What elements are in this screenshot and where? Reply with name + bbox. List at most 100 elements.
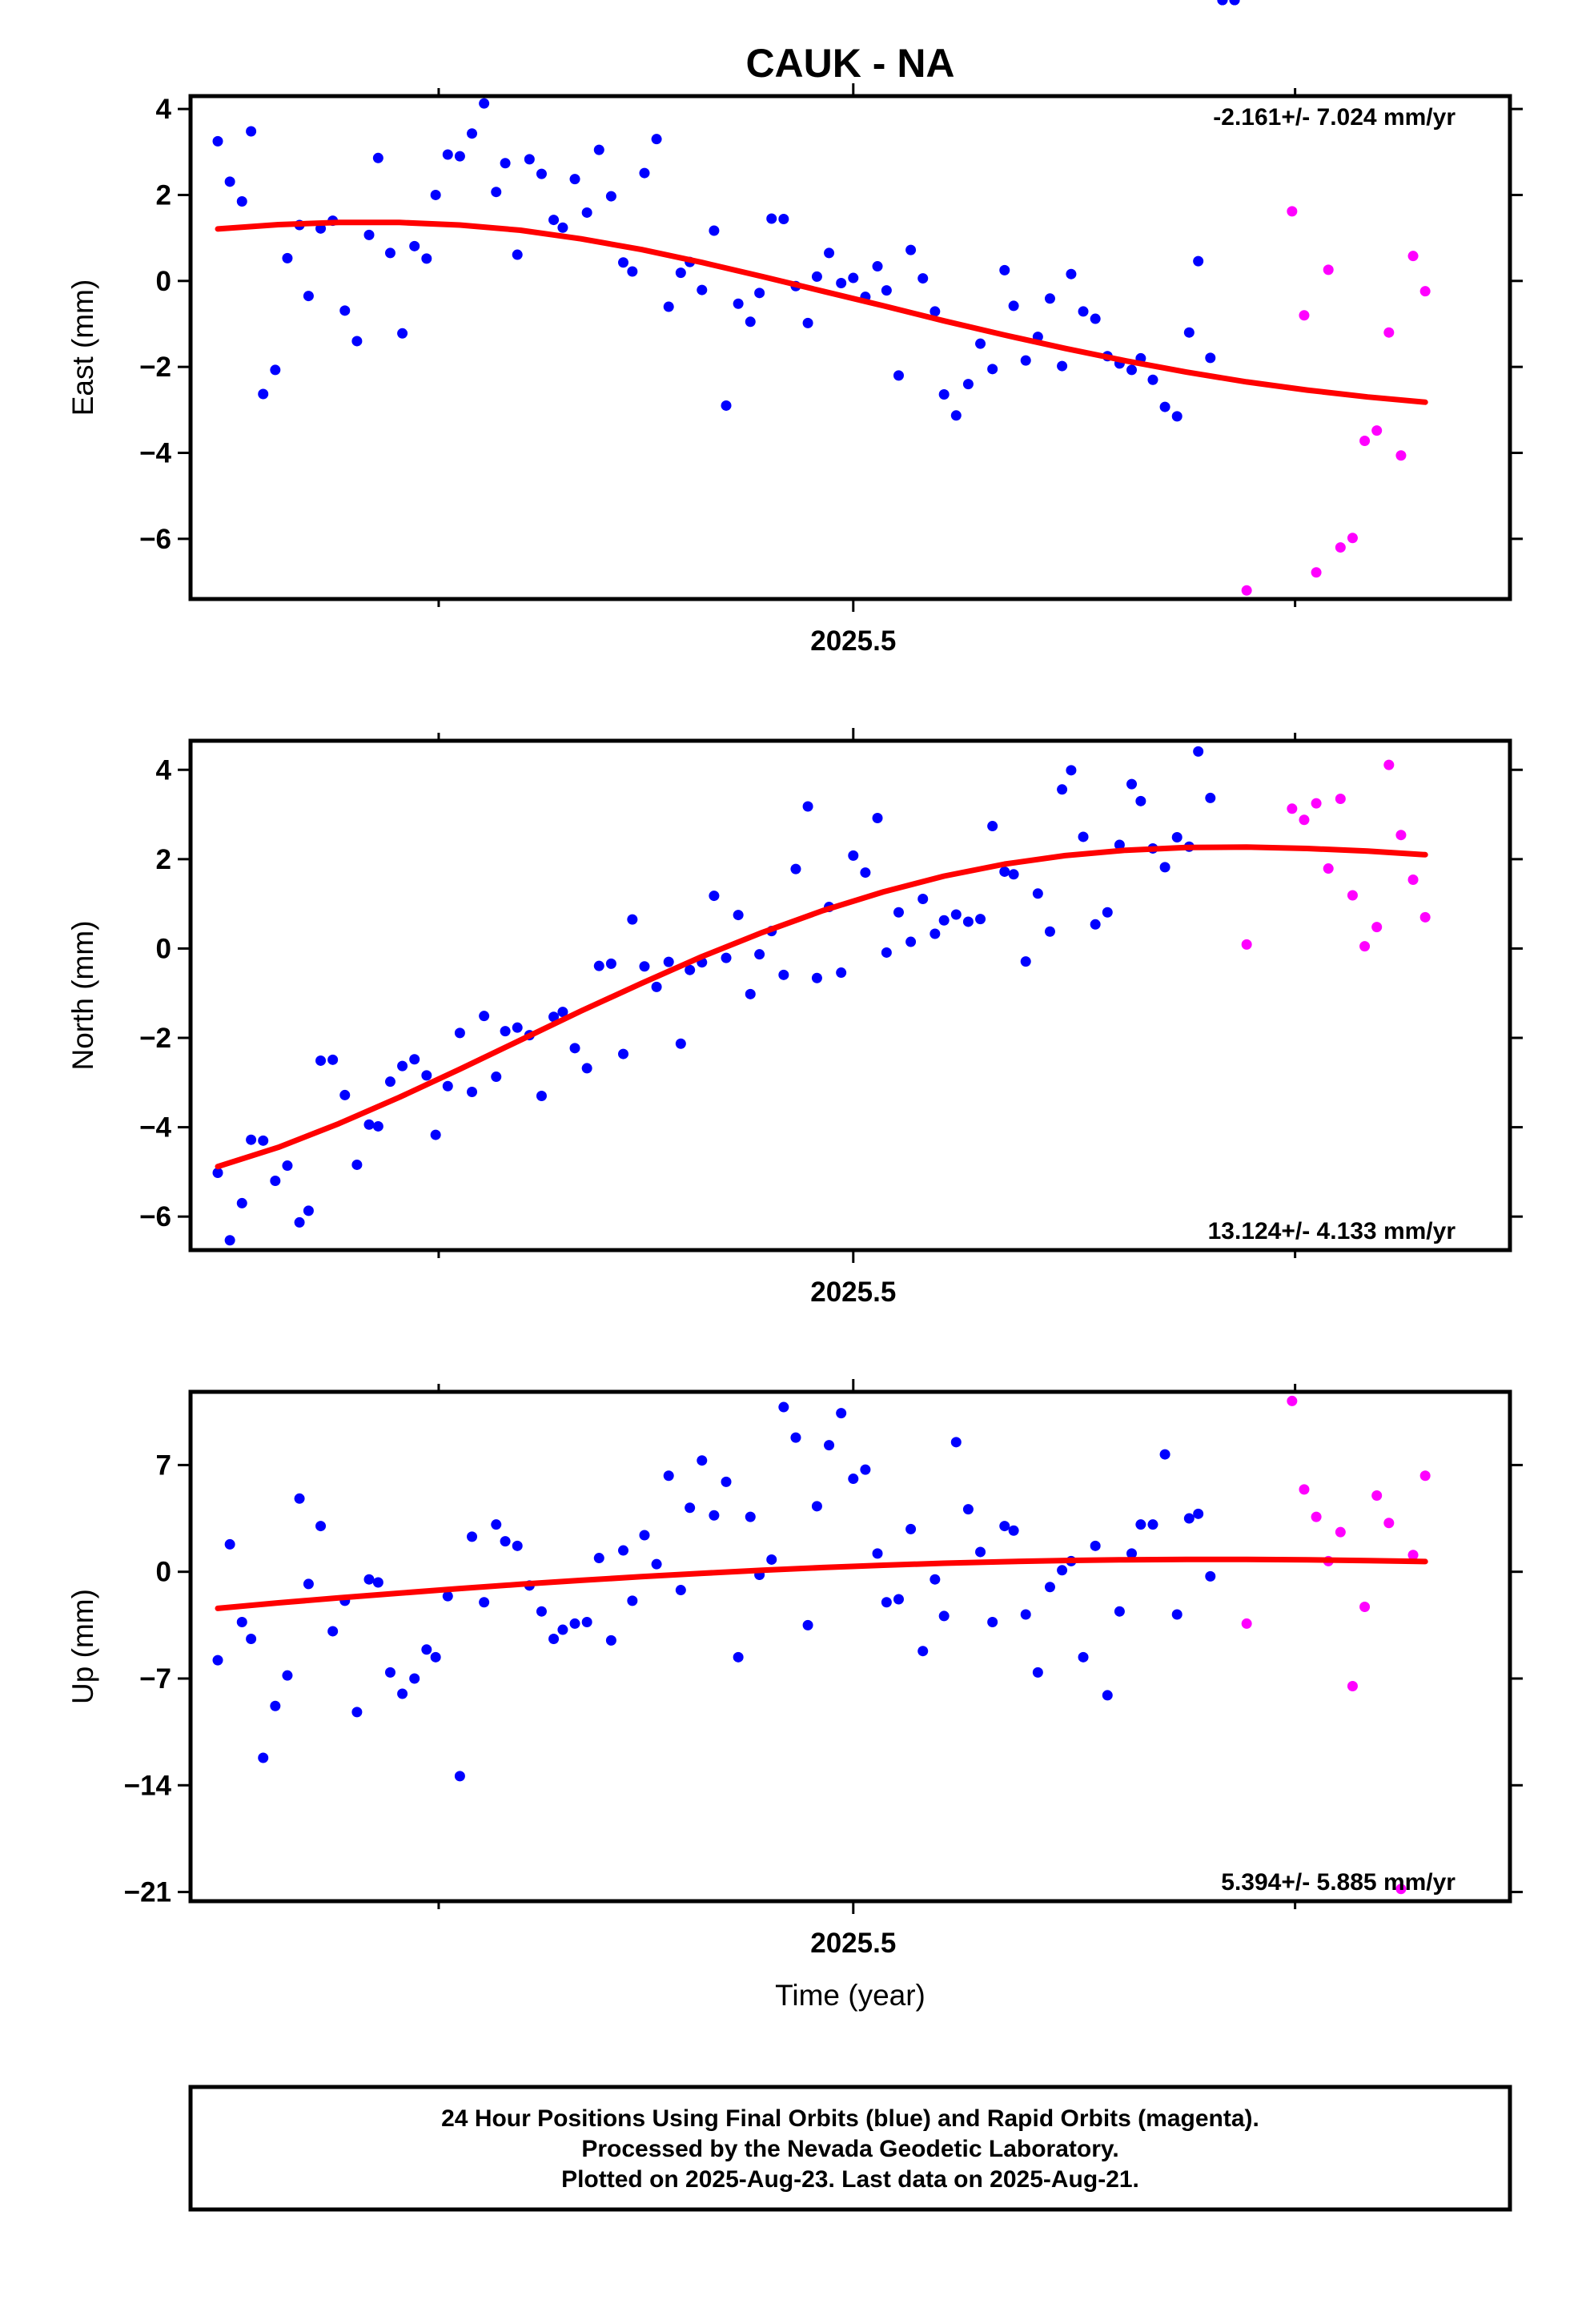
east-final-point [975,338,986,349]
north-final-point [938,915,950,926]
north-final-point [905,936,917,947]
east-final-point [836,277,847,288]
east-final-point [246,126,257,137]
north-final-point [303,1205,314,1216]
north-final-point [1008,869,1019,880]
north-rapid-point [1287,803,1298,814]
east-final-point [303,291,314,302]
north-final-point [975,914,986,925]
east-final-point [536,168,547,179]
north-final-point [893,907,904,918]
east-final-point [454,151,465,162]
east-ytick-label: −2 [139,352,171,383]
east-final-point [524,154,535,165]
east-final-point [893,370,904,381]
east-final-point [1078,306,1089,317]
east-final-point [339,305,351,316]
north-final-point [1078,831,1089,842]
east-final-point [651,134,662,145]
up-final-point [500,1536,511,1547]
up-final-point [454,1771,465,1782]
up-final-point [721,1476,732,1487]
north-final-point [1090,919,1101,930]
east-final-point [548,215,560,226]
north-final-point [685,964,696,975]
east-final-point [1057,360,1068,372]
up-final-point [282,1670,293,1681]
up-final-point [1229,0,1240,6]
up-final-point [315,1521,327,1532]
north-plot-frame [188,738,1512,1252]
north-ytick-label: 4 [156,754,172,786]
north-final-point [605,958,616,969]
north-final-point [1020,956,1031,967]
north-final-point [663,956,674,967]
east-final-point [824,247,835,259]
north-rapid-point [1419,911,1431,923]
east-final-point [479,98,490,109]
east-final-point [258,388,269,400]
east-final-point [930,306,941,317]
up-ylabel: Up (mm) [66,1589,99,1704]
up-final-point [685,1502,696,1514]
north-rapid-point [1323,863,1334,875]
east-final-point [1044,293,1055,304]
east-panel: −6 −4 −2 0 2 4 2025.5 East (mm) -2.161+/- 7.024 … [66,0,1523,657]
east-final-point [697,284,708,296]
north-final-point [1102,907,1113,918]
up-final-point [479,1597,490,1608]
up-final-point [1126,1548,1138,1559]
up-ytick-label: −21 [124,1877,171,1908]
east-final-point [848,272,859,283]
east-final-point [442,149,453,160]
up-final-point [1183,1513,1195,1524]
east-rapid-point [1335,542,1346,553]
up-xtick-label: 2025.5 [810,1928,896,1959]
up-final-point [697,1455,708,1466]
north-final-point [384,1076,396,1088]
up-final-point [987,1617,998,1628]
up-rapid-point [1359,1601,1371,1612]
east-final-point [618,257,629,268]
east-final-point [384,247,396,259]
north-final-point [593,960,604,971]
east-rapid-point [1419,286,1431,297]
north-ytick-label: −4 [139,1112,171,1144]
up-final-point [372,1577,383,1588]
east-rapid-point [1371,425,1383,436]
east-final-point [397,328,408,339]
up-rapid-point [1287,1395,1298,1406]
up-final-point [1032,1667,1043,1678]
east-final-point [351,336,363,347]
north-final-point [962,916,974,927]
north-rate-label: 13.124+/- 4.133 mm/yr [1208,1218,1456,1244]
north-final-point [236,1197,247,1208]
up-final-point [999,1521,1010,1532]
north-rapid-point [1383,759,1395,770]
east-final-point [950,410,962,421]
east-final-point [917,273,929,284]
up-rapid-point [1241,1618,1252,1629]
east-final-point [754,287,765,299]
up-final-point [409,1673,420,1684]
up-final-point [384,1667,396,1678]
east-rapid-point [1241,585,1252,596]
up-final-point [848,1474,859,1485]
east-final-point [675,267,686,279]
north-final-point [548,1011,560,1023]
north-final-point [454,1027,465,1039]
east-final-point [363,229,375,240]
east-final-point [905,244,917,255]
up-rapid-point [1347,1681,1358,1692]
up-rapid-point [1371,1490,1383,1501]
east-rapid-point [1323,264,1334,275]
east-rapid-point [1407,251,1419,262]
north-final-point [351,1159,363,1170]
east-final-point [745,316,756,328]
north-final-point [709,891,720,902]
north-rapid-point [1347,890,1358,901]
east-final-point [938,389,950,400]
up-final-point [950,1437,962,1448]
up-final-point [1171,1609,1182,1620]
